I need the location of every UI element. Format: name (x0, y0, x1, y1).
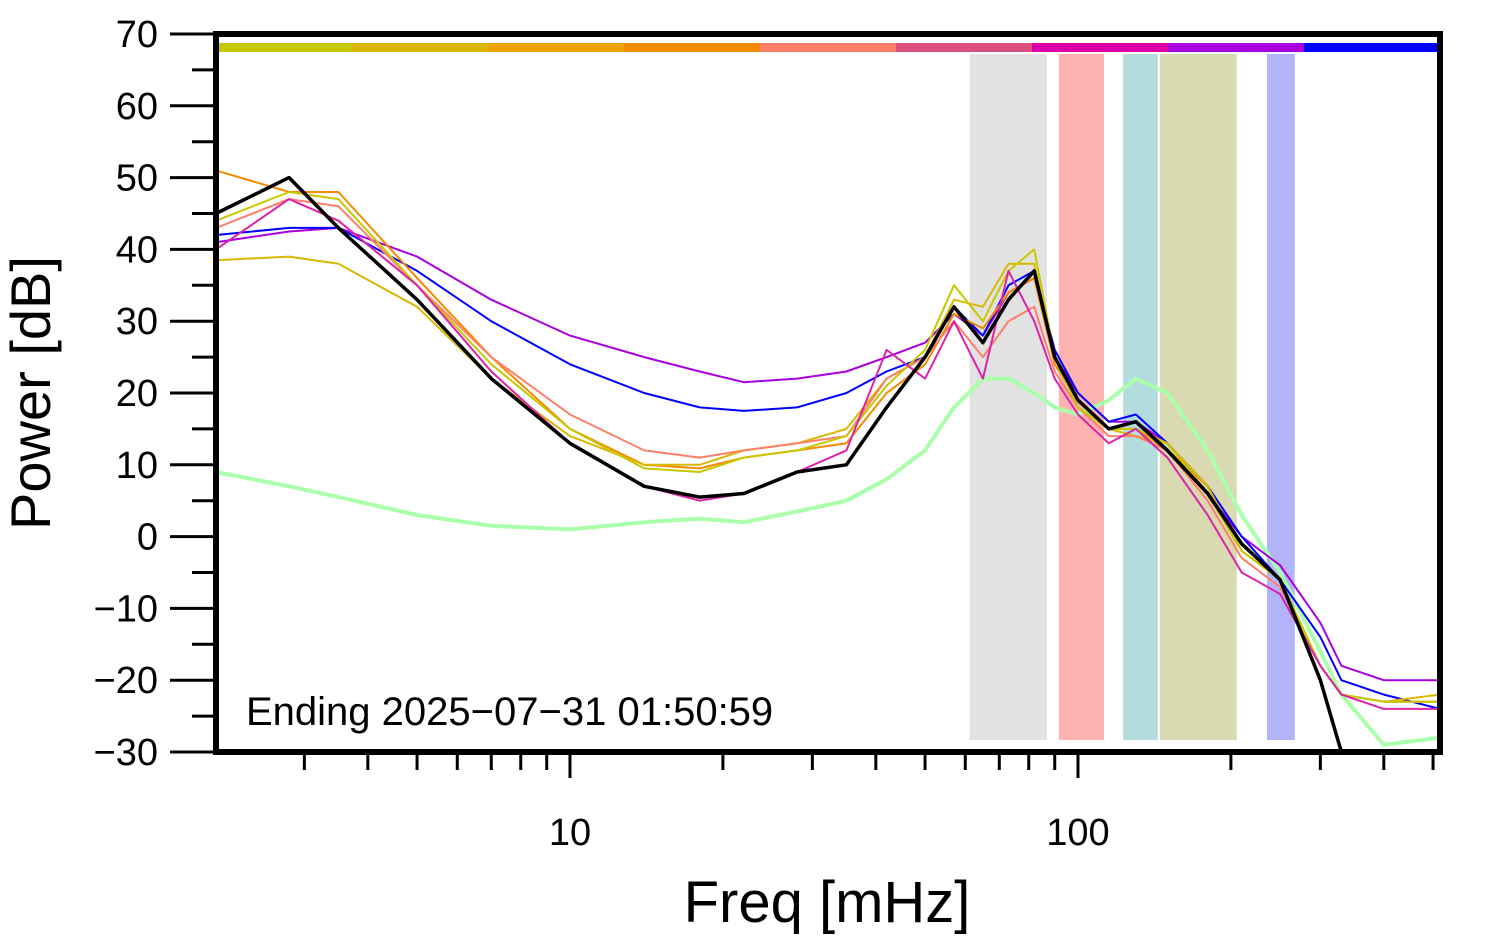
series-line (216, 198, 1440, 710)
annotation: Ending 2025−07−31 01:50:59 (246, 690, 773, 734)
plot-frame (213, 31, 1443, 755)
y-tick-label: 0 (137, 517, 158, 559)
color-bar-segment (352, 43, 489, 52)
band (1266, 54, 1295, 740)
x-tick-label: 100 (1046, 812, 1109, 854)
color-bar-segment (1032, 43, 1169, 52)
x-axis-label: Freq [mHz] (684, 870, 971, 935)
y-tick-label: 40 (116, 229, 158, 271)
y-tick-label: −30 (94, 732, 158, 774)
series-line (216, 226, 1440, 682)
color-bar-segment (488, 43, 625, 52)
y-tick-label: 30 (116, 301, 158, 343)
y-tick-label: 60 (116, 86, 158, 128)
color-bar-segment (1304, 43, 1441, 52)
y-tick-label: −10 (94, 588, 158, 630)
color-bar (216, 43, 1441, 52)
series-line (216, 226, 1440, 710)
series-line (216, 198, 1440, 703)
axes: −30 −20 −10 0 10 20 30 40 50 60 70 10 100 (94, 14, 1435, 854)
series-line (216, 175, 1344, 752)
lines (216, 169, 1440, 752)
color-bar-segment (216, 43, 353, 52)
bands (969, 54, 1295, 740)
color-bar-segment (760, 43, 897, 52)
color-bar-segment (1168, 43, 1305, 52)
series-line (216, 191, 1440, 703)
y-tick-label: −20 (94, 660, 158, 702)
band (1123, 54, 1158, 740)
x-tick-label: 10 (549, 812, 591, 854)
y-tick-label: 70 (116, 14, 158, 56)
y-tick-label: 10 (116, 445, 158, 487)
color-bar-segment (624, 43, 761, 52)
band (969, 54, 1047, 740)
y-tick-label: 50 (116, 158, 158, 200)
series-line (216, 255, 1440, 703)
y-axis-label: Power [dB] (0, 256, 62, 530)
y-tick-label: 20 (116, 373, 158, 415)
color-bar-segment (896, 43, 1033, 52)
